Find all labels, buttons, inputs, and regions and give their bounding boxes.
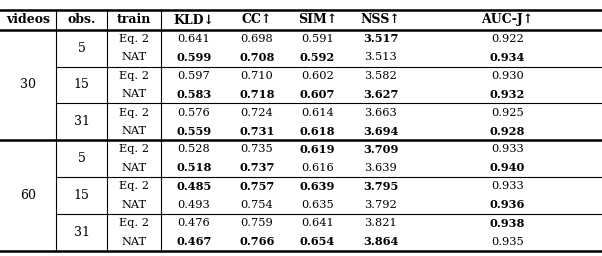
Text: 0.576: 0.576 [178,108,210,118]
Text: NAT: NAT [122,89,147,99]
Text: 0.635: 0.635 [301,200,334,210]
Text: 0.619: 0.619 [300,144,335,155]
Text: 0.933: 0.933 [491,144,524,154]
Text: 3.627: 3.627 [363,89,398,100]
Text: 0.708: 0.708 [239,52,275,63]
Text: NAT: NAT [122,126,147,136]
Text: 3.709: 3.709 [363,144,398,155]
Text: 0.467: 0.467 [176,236,211,247]
Text: 3.582: 3.582 [364,71,397,81]
Text: 0.597: 0.597 [178,71,210,81]
Text: 0.934: 0.934 [490,52,525,63]
Text: NAT: NAT [122,52,147,62]
Text: 0.616: 0.616 [301,163,334,173]
Text: 0.737: 0.737 [239,162,275,173]
Text: AUC-J↑: AUC-J↑ [482,14,533,26]
Text: 0.731: 0.731 [239,125,275,136]
Text: CC↑: CC↑ [241,14,272,26]
Text: 0.607: 0.607 [300,89,335,100]
Text: KLD↓: KLD↓ [173,14,214,26]
Text: NAT: NAT [122,200,147,210]
Text: 0.759: 0.759 [240,218,273,228]
Text: 0.591: 0.591 [301,34,334,44]
Text: Eq. 2: Eq. 2 [119,108,149,118]
Text: 0.754: 0.754 [240,200,273,210]
Text: 0.485: 0.485 [176,181,211,192]
Text: 0.641: 0.641 [178,34,210,44]
Text: SIM↑: SIM↑ [298,14,337,26]
Text: 30: 30 [20,79,36,91]
Text: 0.935: 0.935 [491,237,524,247]
Text: 0.766: 0.766 [239,236,275,247]
Text: 0.528: 0.528 [178,144,210,154]
Text: train: train [117,14,152,26]
Text: 0.641: 0.641 [301,218,334,228]
Text: 0.930: 0.930 [491,71,524,81]
Text: 3.864: 3.864 [363,236,398,247]
Text: obs.: obs. [67,14,96,26]
Text: 0.932: 0.932 [490,89,525,100]
Text: Eq. 2: Eq. 2 [119,34,149,44]
Text: 3.821: 3.821 [364,218,397,228]
Text: 31: 31 [73,115,90,128]
Text: 3.513: 3.513 [364,52,397,62]
Text: 0.724: 0.724 [240,108,273,118]
Text: 0.614: 0.614 [301,108,334,118]
Text: 15: 15 [73,79,90,91]
Text: 0.476: 0.476 [178,218,210,228]
Text: 0.936: 0.936 [490,199,525,210]
Text: 15: 15 [73,189,90,202]
Text: 3.639: 3.639 [364,163,397,173]
Text: 5: 5 [78,152,85,165]
Text: 0.938: 0.938 [490,218,525,229]
Text: 0.757: 0.757 [239,181,275,192]
Text: Eq. 2: Eq. 2 [119,218,149,228]
Text: 0.933: 0.933 [491,181,524,191]
Text: 3.517: 3.517 [363,33,398,44]
Text: 5: 5 [78,42,85,55]
Text: 0.592: 0.592 [300,52,335,63]
Text: 60: 60 [20,189,36,202]
Text: 0.922: 0.922 [491,34,524,44]
Text: 3.792: 3.792 [364,200,397,210]
Text: 0.599: 0.599 [176,52,211,63]
Text: 3.795: 3.795 [363,181,398,192]
Text: 3.663: 3.663 [364,108,397,118]
Text: 0.639: 0.639 [300,181,335,192]
Text: 0.602: 0.602 [301,71,334,81]
Text: 0.925: 0.925 [491,108,524,118]
Text: 0.710: 0.710 [240,71,273,81]
Text: 0.583: 0.583 [176,89,211,100]
Text: 0.493: 0.493 [178,200,210,210]
Text: 0.518: 0.518 [176,162,211,173]
Text: 0.928: 0.928 [490,125,525,136]
Text: NSS↑: NSS↑ [361,14,400,26]
Text: 0.940: 0.940 [490,162,525,173]
Text: Eq. 2: Eq. 2 [119,71,149,81]
Text: 0.559: 0.559 [176,125,211,136]
Text: Eq. 2: Eq. 2 [119,181,149,191]
Text: 0.718: 0.718 [239,89,275,100]
Text: NAT: NAT [122,163,147,173]
Text: 31: 31 [73,226,90,239]
Text: 0.698: 0.698 [240,34,273,44]
Text: 0.735: 0.735 [240,144,273,154]
Text: 0.618: 0.618 [300,125,335,136]
Text: Eq. 2: Eq. 2 [119,144,149,154]
Text: 3.694: 3.694 [363,125,398,136]
Text: videos: videos [6,14,50,26]
Text: 0.654: 0.654 [300,236,335,247]
Text: NAT: NAT [122,237,147,247]
